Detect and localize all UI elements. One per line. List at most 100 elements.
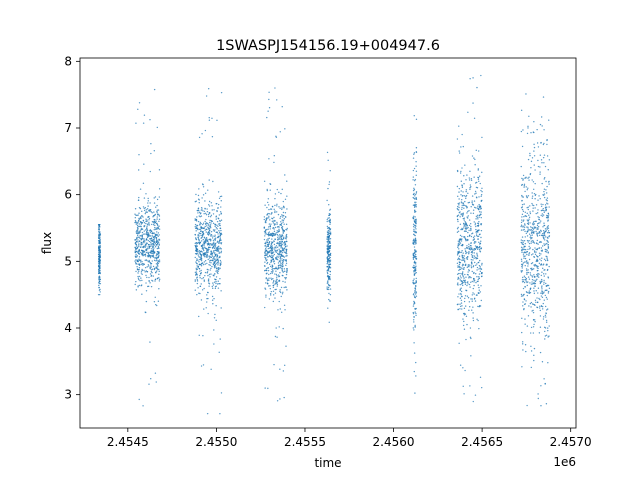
data-point: [266, 228, 268, 231]
data-point: [150, 240, 152, 242]
data-point: [267, 256, 269, 258]
data-point: [146, 228, 148, 230]
data-point: [197, 212, 199, 214]
data-point: [538, 247, 540, 249]
data-point: [157, 232, 160, 234]
data-point: [207, 278, 210, 280]
data-point: [141, 237, 144, 240]
data-point: [529, 226, 532, 228]
data-point: [273, 260, 276, 262]
data-point: [464, 223, 467, 225]
data-point: [207, 223, 210, 225]
data-point: [156, 126, 158, 129]
data-point: [208, 117, 210, 119]
data-point: [468, 269, 470, 271]
data-point: [154, 246, 157, 248]
data-point: [477, 205, 479, 207]
data-point: [469, 249, 472, 251]
data-point: [150, 211, 152, 213]
data-point: [457, 220, 459, 223]
data-point: [211, 255, 214, 257]
data-point: [413, 230, 415, 232]
data-point: [216, 268, 218, 270]
data-point: [414, 241, 417, 243]
data-point: [203, 253, 205, 255]
data-point: [327, 233, 329, 235]
data-point: [199, 256, 201, 259]
data-point: [526, 239, 529, 242]
data-point: [476, 214, 479, 217]
data-point: [530, 262, 533, 265]
data-point: [265, 259, 268, 262]
data-point: [99, 231, 101, 233]
data-point: [478, 241, 480, 243]
data-point: [530, 238, 532, 240]
data-point: [268, 285, 270, 287]
data-point: [327, 217, 329, 220]
data-point: [522, 174, 525, 177]
data-point: [282, 265, 284, 267]
data-point: [469, 187, 471, 189]
y-tick-label: 3: [64, 388, 72, 402]
data-point: [284, 278, 287, 280]
data-point: [151, 223, 153, 226]
data-point: [461, 281, 463, 283]
data-point: [478, 247, 480, 249]
data-point: [537, 267, 539, 270]
data-point: [525, 215, 528, 218]
data-point: [266, 239, 268, 241]
data-point: [200, 273, 202, 275]
data-point: [200, 265, 203, 267]
data-point: [480, 268, 482, 270]
data-point: [472, 239, 474, 241]
data-point: [545, 316, 547, 318]
data-point: [472, 249, 474, 251]
data-point: [465, 179, 467, 181]
data-point: [138, 244, 140, 246]
data-point: [275, 280, 277, 283]
data-point: [208, 229, 211, 232]
data-point: [220, 248, 222, 250]
data-point: [547, 215, 549, 218]
data-point: [326, 272, 329, 274]
data-point: [328, 321, 330, 323]
data-point: [198, 202, 200, 204]
data-point: [211, 220, 214, 223]
data-point: [461, 295, 463, 298]
data-point: [522, 196, 524, 198]
data-point: [195, 261, 197, 263]
data-point: [138, 223, 140, 225]
y-tick-label: 8: [64, 54, 72, 68]
data-point: [141, 273, 143, 276]
data-point: [156, 247, 159, 250]
data-point: [480, 285, 482, 287]
data-point: [531, 268, 534, 271]
data-point: [266, 206, 268, 209]
data-point: [327, 159, 329, 162]
data-point: [415, 280, 417, 282]
data-point: [199, 226, 202, 228]
data-point: [281, 240, 283, 243]
data-point: [137, 272, 139, 274]
data-point: [146, 208, 149, 210]
data-point: [156, 216, 158, 218]
data-point: [266, 188, 268, 191]
data-point: [526, 251, 529, 253]
data-point: [281, 106, 283, 108]
data-point: [151, 242, 153, 245]
data-point: [194, 242, 196, 245]
data-point: [277, 274, 280, 276]
data-point: [202, 233, 205, 235]
data-point: [414, 216, 416, 218]
data-point: [214, 278, 216, 280]
data-point: [153, 150, 155, 152]
data-point: [523, 257, 525, 259]
data-point: [220, 206, 222, 208]
data-point: [548, 214, 550, 216]
data-point: [154, 227, 156, 229]
data-point: [198, 136, 201, 139]
data-point: [136, 245, 138, 247]
data-point: [479, 376, 482, 379]
data-point: [464, 273, 466, 276]
